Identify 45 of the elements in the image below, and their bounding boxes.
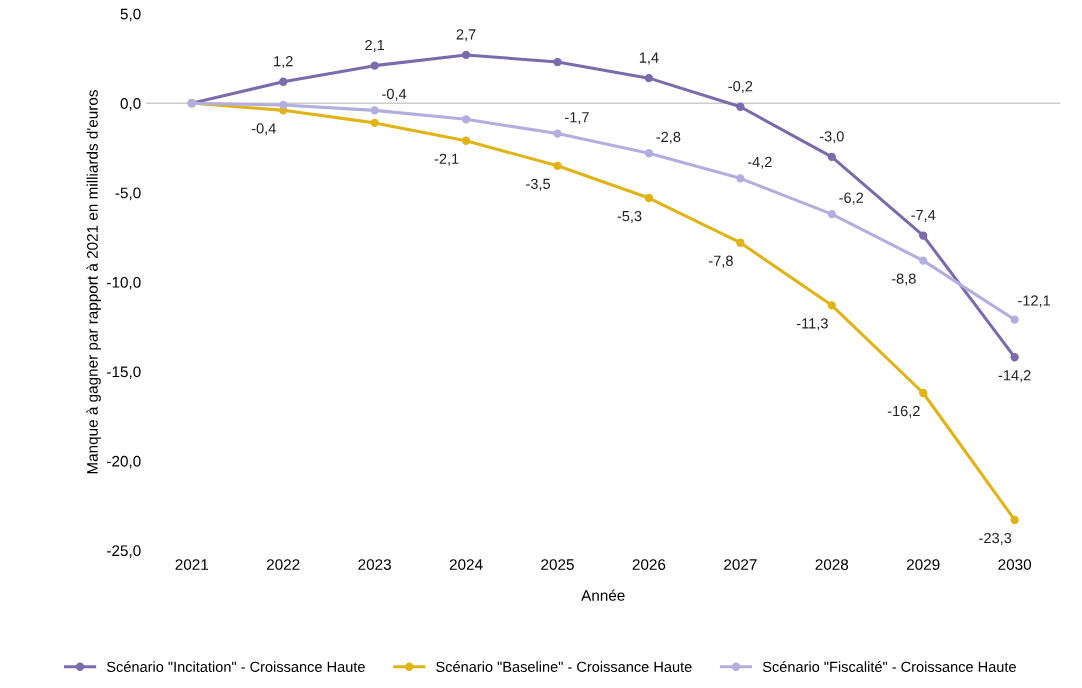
y-axis-title: Manque à gagner par rapport à 2021 en milliards d'euros bbox=[86, 90, 101, 474]
x-tick-label: 2025 bbox=[541, 559, 574, 570]
legend-label: Scénario "Incitation" - Croissance Haute bbox=[106, 661, 365, 672]
y-tick-label: -15,0 bbox=[107, 366, 141, 380]
data-label: -16,2 bbox=[887, 405, 920, 418]
y-tick-label: 5,0 bbox=[120, 8, 141, 22]
data-label: -2,1 bbox=[434, 153, 459, 166]
data-label: 1,4 bbox=[639, 52, 659, 65]
y-tick-label: 0,0 bbox=[120, 98, 141, 111]
data-label: 1,2 bbox=[274, 56, 293, 69]
data-label: -5,3 bbox=[617, 210, 642, 223]
data-label: -1,7 bbox=[565, 112, 589, 125]
data-label: -4,2 bbox=[747, 156, 772, 169]
legend-label: Scénario "Fiscalité" - Croissance Haute bbox=[762, 661, 1016, 672]
data-label: 2,7 bbox=[456, 29, 476, 42]
data-label: -0,4 bbox=[251, 123, 276, 136]
data-label: -12,1 bbox=[1018, 295, 1050, 308]
y-tick-label: -5,0 bbox=[115, 187, 141, 201]
data-label: 2,1 bbox=[365, 39, 385, 52]
x-axis-title: Année bbox=[581, 589, 625, 601]
x-tick-label: 2027 bbox=[724, 559, 757, 570]
data-label: -6,2 bbox=[839, 192, 864, 205]
x-tick-label: 2030 bbox=[998, 559, 1032, 570]
data-label: -8,8 bbox=[891, 273, 916, 286]
data-label: -0,2 bbox=[728, 81, 753, 94]
x-tick-label: 2026 bbox=[632, 559, 666, 570]
x-tick-label: 2024 bbox=[449, 559, 483, 570]
data-label: -3,5 bbox=[526, 178, 551, 191]
x-tick-label: 2028 bbox=[815, 559, 849, 570]
data-label: -23,3 bbox=[979, 532, 1012, 545]
x-tick-label: 2029 bbox=[906, 559, 940, 570]
y-tick-label: -25,0 bbox=[107, 545, 141, 558]
data-label: -0,4 bbox=[382, 88, 407, 101]
data-label: -7,8 bbox=[709, 255, 733, 268]
legend-label: Scénario "Baseline" - Croissance Haute bbox=[436, 661, 692, 672]
x-tick-label: 2023 bbox=[358, 559, 391, 570]
y-tick-label: -10,0 bbox=[107, 276, 141, 290]
x-tick-label: 2021 bbox=[175, 559, 209, 570]
y-tick-label: -20,0 bbox=[107, 455, 141, 469]
data-label: -11,3 bbox=[796, 318, 828, 331]
x-tick-label: 2022 bbox=[266, 559, 300, 570]
data-label: -7,4 bbox=[911, 210, 936, 222]
data-label: -2,8 bbox=[656, 131, 681, 144]
data-label: -14,2 bbox=[998, 370, 1031, 383]
data-label: -3,0 bbox=[819, 131, 844, 144]
